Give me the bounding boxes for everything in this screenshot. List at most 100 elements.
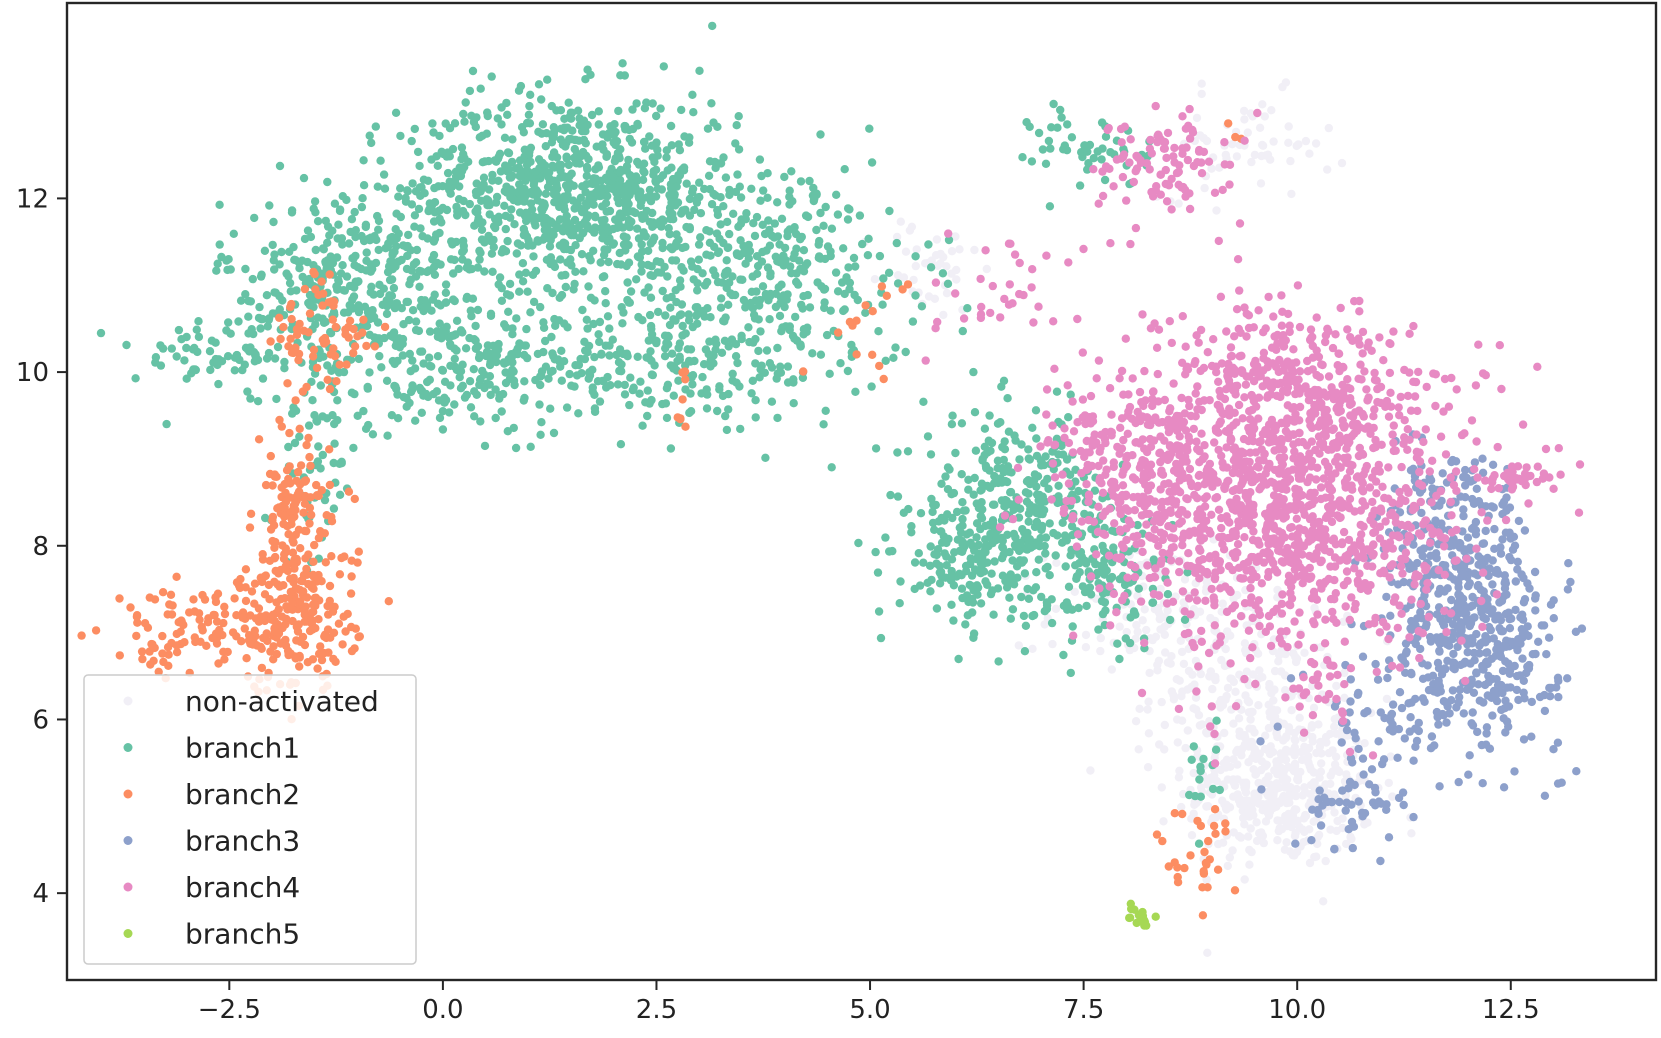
- point-branch2: [341, 330, 350, 339]
- point-non-activated: [870, 275, 880, 284]
- point-branch3: [1497, 680, 1506, 690]
- point-branch2: [350, 494, 359, 504]
- point-branch1: [786, 262, 795, 271]
- point-branch3: [1450, 665, 1459, 674]
- point-non-activated: [1239, 813, 1248, 823]
- point-branch1: [571, 267, 580, 276]
- point-branch1: [485, 372, 495, 381]
- point-branch1: [783, 362, 793, 371]
- point-branch1: [747, 287, 756, 296]
- point-branch3: [1499, 783, 1509, 792]
- point-branch1: [320, 495, 330, 505]
- point-branch2: [347, 572, 356, 581]
- point-branch3: [1442, 698, 1451, 708]
- point-branch2: [332, 377, 341, 386]
- point-branch3: [1386, 611, 1395, 620]
- point-branch2: [288, 616, 297, 626]
- point-branch1: [988, 500, 998, 509]
- point-branch1: [318, 450, 327, 460]
- point-branch1: [471, 321, 480, 331]
- point-non-activated: [1228, 140, 1237, 149]
- point-branch2: [277, 612, 287, 621]
- point-non-activated: [1081, 643, 1091, 652]
- point-branch1: [572, 159, 581, 168]
- point-non-activated: [1273, 836, 1282, 845]
- point-branch1: [1001, 576, 1010, 586]
- point-branch1: [911, 291, 920, 300]
- point-branch2: [304, 328, 313, 337]
- point-branch1: [433, 161, 442, 170]
- point-branch2: [296, 637, 305, 646]
- point-branch1: [429, 389, 438, 399]
- point-branch3: [1418, 694, 1428, 703]
- point-non-activated: [1239, 106, 1249, 116]
- point-branch1: [998, 543, 1008, 552]
- point-branch1: [773, 343, 782, 353]
- point-branch3: [1353, 690, 1363, 699]
- point-branch3: [1488, 460, 1498, 469]
- point-branch1: [334, 284, 343, 293]
- point-non-activated: [1270, 666, 1280, 676]
- point-branch1: [482, 129, 491, 138]
- point-branch1: [851, 262, 860, 271]
- point-branch1: [705, 337, 714, 346]
- point-branch2: [384, 597, 393, 606]
- point-branch1: [881, 356, 890, 365]
- point-non-activated: [1284, 762, 1293, 772]
- point-branch3: [1470, 656, 1479, 665]
- point-branch1: [957, 536, 966, 546]
- point-branch1: [1101, 132, 1111, 141]
- point-branch2: [158, 631, 167, 641]
- point-branch1: [624, 155, 633, 165]
- point-branch3: [1371, 788, 1380, 797]
- point-branch1: [609, 224, 618, 234]
- point-branch1: [839, 244, 848, 253]
- point-branch2: [268, 536, 277, 546]
- point-branch1: [561, 142, 570, 151]
- point-branch1: [988, 586, 997, 595]
- point-branch1: [582, 180, 591, 189]
- point-branch1: [379, 284, 388, 293]
- point-branch1: [936, 567, 946, 577]
- point-branch1: [980, 558, 989, 568]
- point-branch1: [1059, 145, 1068, 154]
- point-branch3: [1337, 738, 1346, 747]
- point-branch1: [561, 270, 570, 280]
- point-branch2: [286, 334, 295, 343]
- point-branch1: [748, 376, 757, 385]
- point-non-activated: [1305, 825, 1314, 834]
- point-branch1: [419, 306, 428, 316]
- point-branch1: [442, 205, 452, 215]
- point-branch1: [419, 359, 428, 368]
- point-branch3: [1454, 777, 1463, 787]
- point-branch1: [441, 298, 450, 307]
- point-branch3: [1434, 664, 1444, 673]
- point-branch1: [1078, 152, 1087, 162]
- point-branch3: [1465, 751, 1474, 760]
- point-branch2: [359, 315, 368, 324]
- point-branch1: [770, 219, 779, 228]
- point-non-activated: [1275, 765, 1284, 775]
- point-branch3: [1365, 780, 1374, 789]
- point-branch1: [122, 340, 131, 350]
- point-branch1: [961, 620, 970, 629]
- point-branch1: [1009, 529, 1019, 539]
- point-branch2: [265, 469, 275, 479]
- point-non-activated: [1282, 838, 1291, 847]
- point-branch1: [1068, 622, 1077, 631]
- point-branch1: [820, 303, 829, 313]
- point-branch1: [584, 211, 593, 220]
- point-branch3: [1502, 590, 1511, 599]
- point-branch1: [989, 479, 999, 488]
- point-branch1: [631, 172, 641, 181]
- point-branch2: [288, 548, 298, 557]
- point-non-activated: [1156, 584, 1165, 594]
- point-branch1: [956, 528, 966, 538]
- point-branch1: [475, 133, 484, 142]
- point-branch1: [433, 352, 443, 361]
- point-branch3: [1549, 745, 1558, 754]
- point-branch1: [973, 590, 982, 599]
- point-non-activated: [1244, 698, 1254, 707]
- point-non-activated: [1140, 605, 1149, 614]
- point-branch1: [675, 171, 685, 180]
